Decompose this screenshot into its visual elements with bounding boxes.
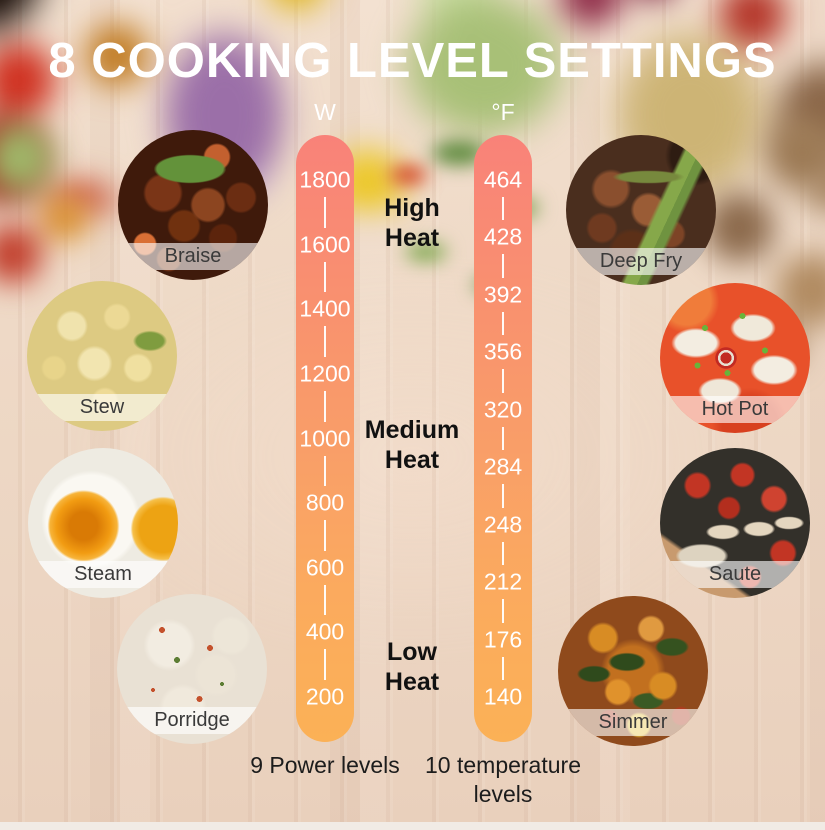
scale-value: 428: [483, 223, 523, 250]
scale-tick: [502, 656, 504, 680]
temperature-scale-bar: 464 428 392 356 320 284 248 212 176 140: [474, 135, 532, 742]
food-photo-saute: Saute: [660, 448, 810, 598]
power-levels-caption: 9 Power levels: [250, 752, 400, 778]
scale-tick: [502, 197, 504, 221]
scale-tick: [502, 484, 504, 508]
scale-value: 1800: [299, 166, 351, 193]
scale-value: 1400: [299, 295, 351, 322]
scale-value: 212: [483, 568, 523, 595]
food-label: Simmer: [558, 709, 708, 736]
scale-value: 1600: [299, 231, 351, 258]
scale-value: 140: [483, 683, 523, 710]
scale-value: 400: [305, 618, 345, 645]
medium-heat-label: Medium Heat: [364, 416, 460, 474]
food-photo-simmer: Simmer: [558, 596, 708, 746]
scale-tick: [324, 520, 326, 551]
scale-value: 600: [305, 554, 345, 581]
scale-value: 800: [305, 489, 345, 516]
food-label: Deep Fry: [566, 248, 716, 275]
scale-tick: [502, 369, 504, 393]
food-photo-steam: Steam: [28, 448, 178, 598]
scale-tick: [324, 326, 326, 357]
scale-value: 464: [483, 166, 523, 193]
page-title: 8 COOKING LEVEL SETTINGS: [48, 34, 777, 88]
scale-tick: [502, 599, 504, 623]
table-edge: [0, 822, 825, 830]
scale-value: 1200: [299, 360, 351, 387]
power-scale: 1800 1600 1400 1200 1000 800 600 400 200: [296, 135, 354, 742]
scale-value: 356: [483, 338, 523, 365]
temperature-levels-caption: 10 temperature levels: [425, 752, 581, 808]
scale-tick: [324, 261, 326, 293]
low-heat-label: Low Heat: [384, 638, 440, 696]
food-label: Steam: [28, 561, 178, 588]
food-label: Stew: [27, 394, 177, 421]
scale-value: 392: [483, 281, 523, 308]
high-heat-label: High Heat: [384, 194, 440, 252]
food-photo-stew: Stew: [27, 281, 177, 431]
scale-tick: [502, 541, 504, 566]
food-photo-hot-pot: Hot Pot: [660, 283, 810, 433]
food-label: Hot Pot: [660, 396, 810, 423]
food-label: Braise: [118, 243, 268, 270]
scale-value: 176: [483, 626, 523, 653]
scale-value: 320: [483, 396, 523, 423]
scale-tick: [324, 455, 326, 487]
scale-tick: [502, 311, 504, 336]
scale-tick: [324, 584, 326, 616]
scale-tick: [324, 390, 326, 422]
food-label: Saute: [660, 561, 810, 588]
scale-tick: [324, 197, 326, 228]
fahrenheit-unit-label: °F: [491, 99, 515, 125]
scale-value: 284: [483, 453, 523, 480]
scale-tick: [324, 649, 326, 680]
scale-tick: [502, 426, 504, 451]
herbs-chili-backdrop: [360, 120, 580, 340]
scale-value: 200: [305, 683, 345, 710]
scale-tick: [502, 254, 504, 278]
food-photo-porridge: Porridge: [117, 594, 267, 744]
temperature-scale: 464 428 392 356 320 284 248 212 176 140: [474, 135, 532, 742]
food-label: Porridge: [117, 707, 267, 734]
power-scale-bar: 1800 1600 1400 1200 1000 800 600 400 200: [296, 135, 354, 742]
scale-value: 248: [483, 511, 523, 538]
scale-value: 1000: [299, 425, 351, 451]
watt-unit-label: W: [314, 99, 336, 125]
food-photo-braise: Braise: [118, 130, 268, 280]
food-photo-deep-fry: Deep Fry: [566, 135, 716, 285]
